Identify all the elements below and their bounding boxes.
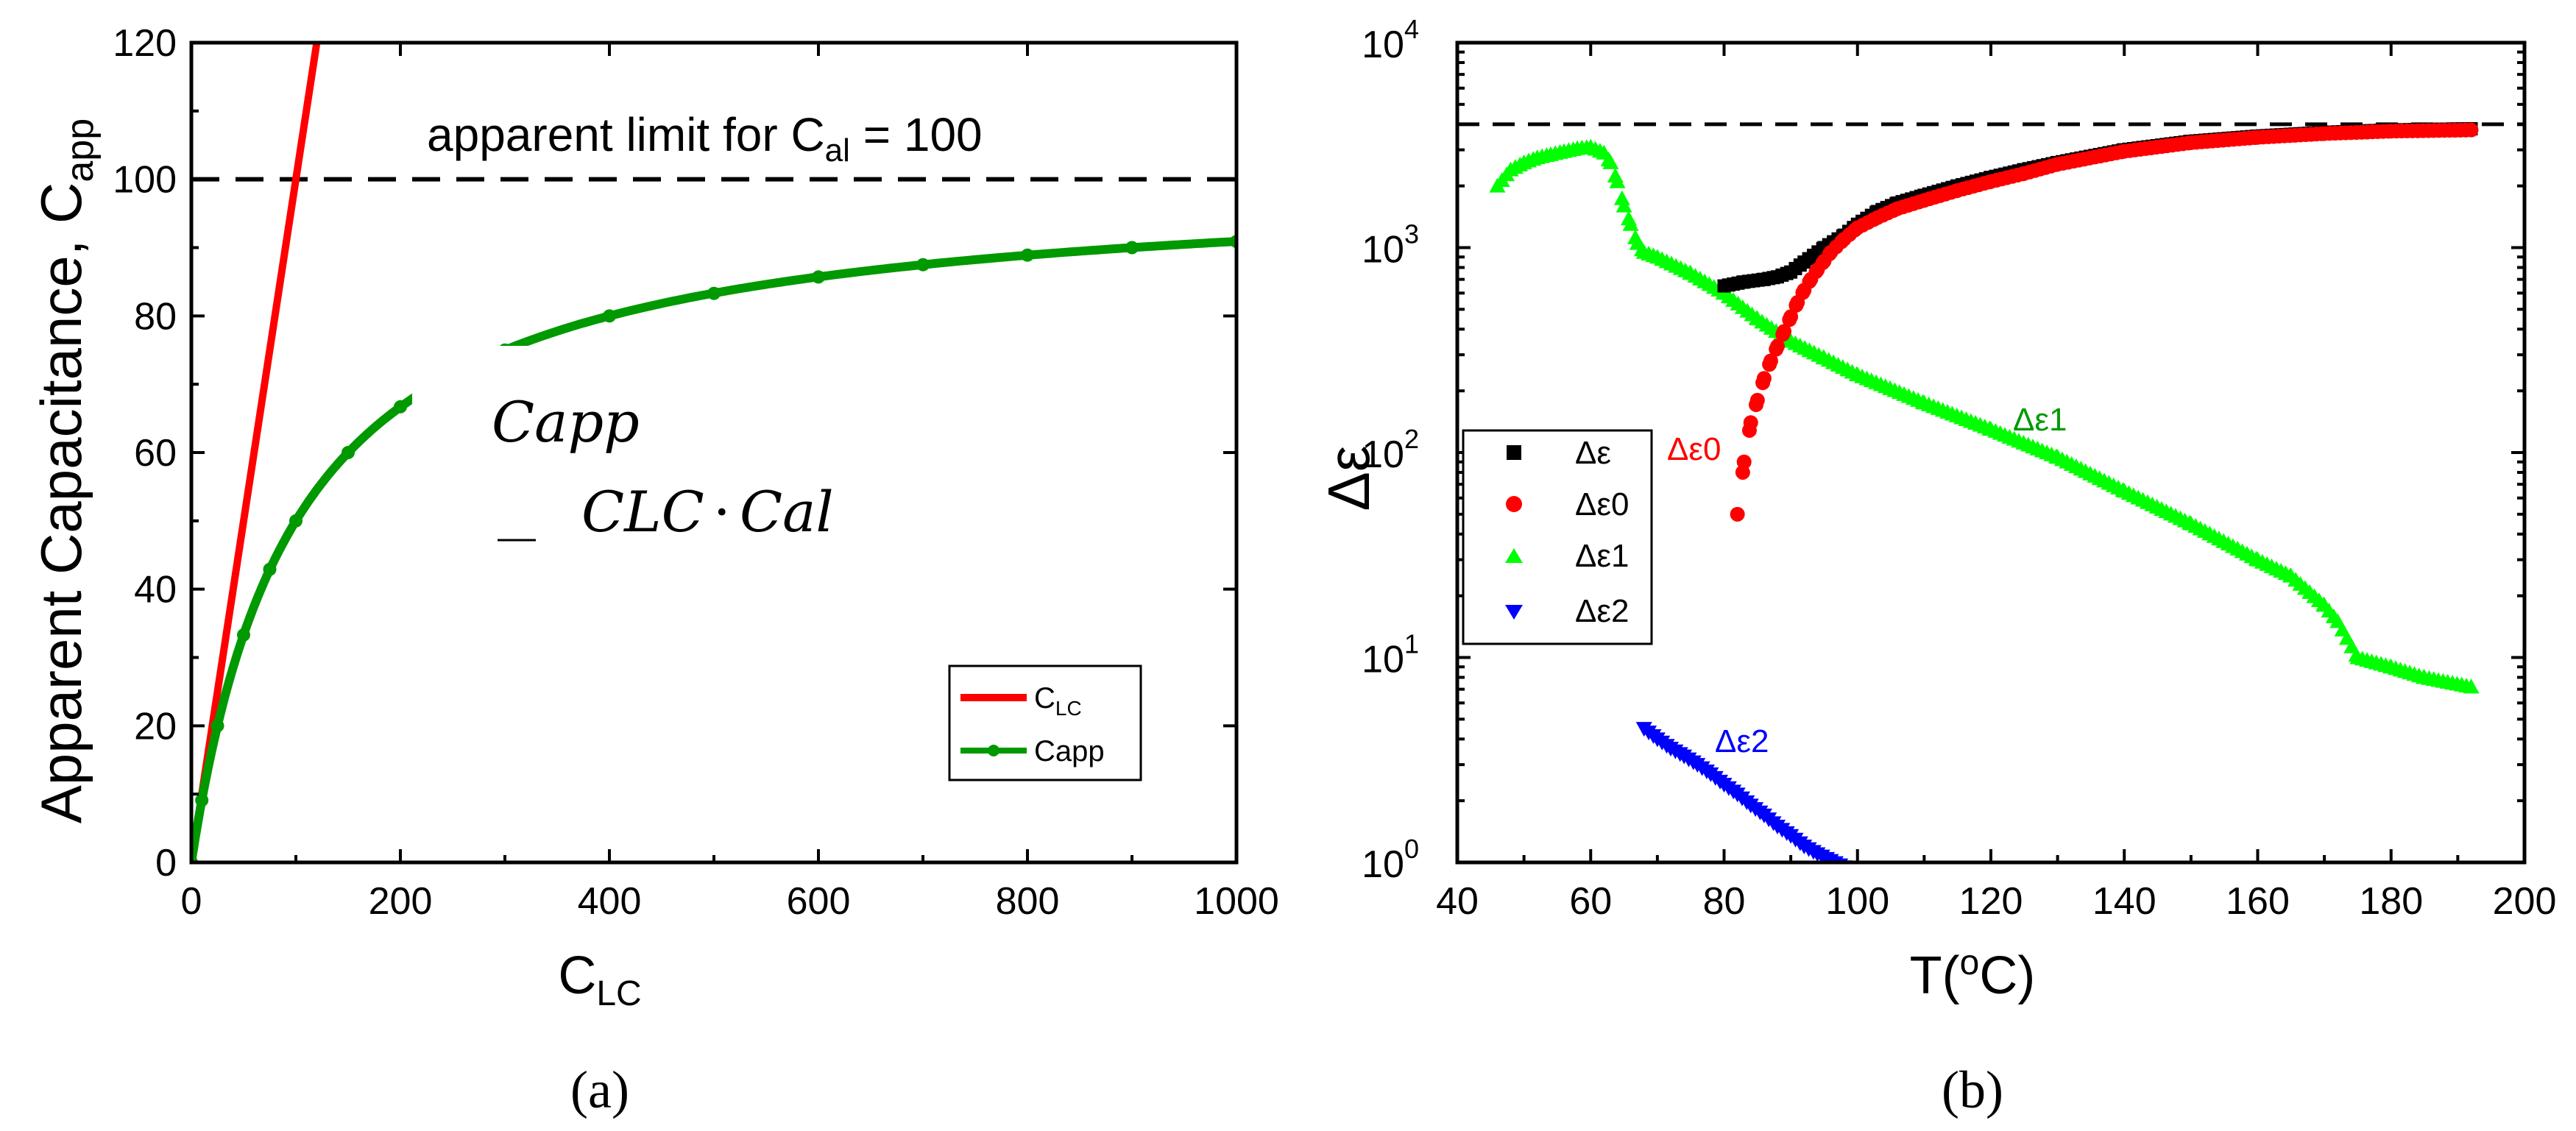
capp-point	[394, 400, 407, 414]
legend-label-delta-eps: Δε	[1575, 435, 1611, 471]
data-point	[1736, 454, 1752, 469]
legend-frame	[948, 664, 1142, 781]
capp-point	[289, 514, 302, 528]
legend-label-delta-eps1: Δε1	[1575, 538, 1629, 574]
y-tick-label: 103	[1362, 219, 1419, 272]
x-tick-label: 600	[787, 880, 851, 923]
legend-label-delta-eps0: Δε0	[1575, 486, 1629, 522]
capp-point	[916, 258, 930, 272]
series-clc	[191, 43, 321, 862]
legend-frame	[1462, 429, 1653, 645]
x-tick-label: 200	[2493, 880, 2557, 923]
x-tick-label: 800	[996, 880, 1060, 923]
annotation-delta-eps0: Δε0	[1667, 431, 1721, 467]
x-tick-label: 120	[1959, 880, 2023, 923]
panel-b-legend: Δε Δε0 Δε1 Δε2	[1462, 429, 1653, 645]
formula-lhs: Capp	[492, 389, 640, 455]
legend-marker-delta-eps	[1507, 445, 1521, 460]
data-point	[1770, 338, 1785, 354]
capp-point	[237, 628, 250, 642]
data-point	[1616, 197, 1632, 213]
x-tick-label: 1000	[1194, 880, 1279, 923]
panel-a-y-axis-title: Apparent Capacitance, Capp	[29, 118, 102, 823]
capp-point	[1125, 241, 1139, 255]
y-tick-label: 60	[134, 432, 177, 475]
y-tick-label: 101	[1362, 629, 1419, 681]
panel-a-legend: CLC Capp	[948, 664, 1142, 781]
x-tick-label: 40	[1436, 880, 1479, 923]
data-point	[1730, 506, 1745, 522]
x-tick-label: 100	[1825, 880, 1889, 923]
panel-b-plot-area	[1457, 122, 2524, 862]
capp-point	[342, 446, 355, 459]
data-point	[1756, 371, 1772, 386]
capp-point	[195, 793, 209, 807]
y-tick-label: 80	[134, 295, 177, 338]
y-tick-label: 100	[113, 159, 177, 202]
panel-a-plot-area	[191, 43, 1236, 862]
panel-a-axes: 0 200 400 600 800 1000 0 20 40 60 80 100 120	[113, 22, 1279, 923]
y-tick-label: 100	[1362, 834, 1419, 886]
data-point	[1777, 324, 1792, 339]
data-point	[1622, 216, 1639, 231]
data-point	[2463, 122, 2479, 138]
annotation-delta-eps2: Δε2	[1715, 723, 1769, 759]
capp-point	[812, 270, 825, 284]
x-tick-label: 200	[369, 880, 433, 923]
capp-point	[210, 719, 224, 733]
annotation-delta-eps1: Δε1	[2013, 402, 2067, 438]
x-tick-label: 80	[1703, 880, 1746, 923]
formula-background	[412, 346, 839, 574]
x-tick-label: 400	[578, 880, 642, 923]
data-point	[2463, 678, 2480, 694]
legend-label-clc: CLC	[1034, 682, 1082, 720]
formula-rhs: CLC · Cal	[581, 479, 834, 545]
y-tick-label: 102	[1362, 424, 1419, 476]
data-point	[1743, 415, 1758, 430]
data-point	[1749, 392, 1765, 408]
legend-label-capp: Capp	[1034, 735, 1105, 767]
series-capp	[191, 235, 1236, 862]
legend-marker-delta-eps2	[1505, 605, 1523, 620]
panel-a-chart: 0 200 400 600 800 1000 0 20 40 60 80 100 120 Apparen…	[29, 22, 1279, 1119]
x-tick-label: 180	[2359, 880, 2423, 923]
x-tick-label: 0	[181, 880, 202, 923]
capp-point	[603, 309, 616, 323]
capp-point	[263, 562, 277, 576]
data-point	[1609, 173, 1626, 188]
x-tick-label: 140	[2092, 880, 2156, 923]
series-delta-eps1	[1489, 138, 2480, 694]
legend-marker-delta-eps0	[1506, 496, 1522, 512]
panel-b-chart: 40 60 80 100 120 140 160 180 200100101102103104 …	[1316, 14, 2556, 1119]
y-tick-label: 104	[1362, 14, 1419, 66]
series-delta-eps	[1717, 122, 2478, 293]
legend-marker-delta-eps1	[1505, 548, 1523, 563]
y-tick-label: 120	[113, 22, 177, 65]
capp-point	[1021, 248, 1034, 262]
capp-point	[707, 286, 721, 300]
data-point	[1783, 309, 1799, 325]
series-delta-eps0	[1730, 122, 2479, 522]
panel-b-x-axis-title: T(oC)	[1910, 943, 2036, 1005]
legend-label-delta-eps2: Δε2	[1575, 593, 1629, 629]
series-delta-eps2	[1635, 722, 1853, 862]
panel-a-limit-annotation: apparent limit for Cal = 100	[427, 108, 983, 169]
x-tick-label: 160	[2226, 880, 2290, 923]
y-tick-label: 40	[134, 569, 177, 611]
y-tick-label: 20	[134, 705, 177, 748]
y-tick-label: 0	[155, 842, 177, 884]
panel-b-y-axis-title: Δε	[1316, 445, 1381, 511]
data-point	[1602, 154, 1619, 169]
panel-b-label: (b)	[1942, 1060, 2003, 1119]
clc-line	[191, 43, 321, 862]
panel-a-label: (a)	[570, 1060, 629, 1119]
data-point	[1763, 353, 1778, 369]
x-tick-label: 60	[1569, 880, 1612, 923]
panel-a-x-axis-title: CLC	[558, 946, 641, 1013]
legend-swatch-capp-marker	[988, 745, 999, 756]
